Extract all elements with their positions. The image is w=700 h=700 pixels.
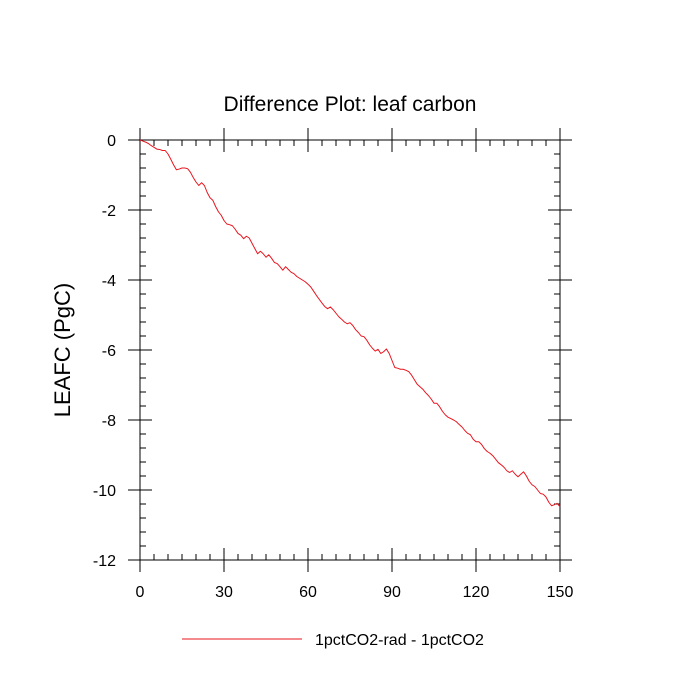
series-line xyxy=(139,139,561,508)
series-group xyxy=(139,139,561,508)
x-tick-label: 150 xyxy=(547,584,574,601)
chart-title: Difference Plot: leaf carbon xyxy=(224,93,477,116)
y-tick-label: -10 xyxy=(93,483,116,500)
y-tick-label: -6 xyxy=(102,343,116,360)
y-tick-label: -4 xyxy=(102,273,116,290)
y-tick-label: 0 xyxy=(107,133,116,150)
legend-label: 1pctCO2-rad - 1pctCO2 xyxy=(315,632,484,649)
x-tick-label: 0 xyxy=(136,584,145,601)
y-tick-label: -12 xyxy=(93,553,116,570)
axis-tick-labels: 0 30 60 90 120 150 0 -2 -4 -6 -8 -10 -12 xyxy=(93,133,574,601)
y-axis-label: LEAFC (PgC) xyxy=(50,283,75,417)
plot-frame xyxy=(139,139,561,561)
legend: 1pctCO2-rad - 1pctCO2 xyxy=(182,632,484,649)
y-tick-label: -2 xyxy=(102,203,116,220)
y-tick-label: -8 xyxy=(102,413,116,430)
x-tick-label: 120 xyxy=(463,584,490,601)
x-tick-label: 90 xyxy=(383,584,401,601)
axis-ticks xyxy=(128,128,572,572)
x-tick-label: 30 xyxy=(215,584,233,601)
x-tick-label: 60 xyxy=(299,584,317,601)
